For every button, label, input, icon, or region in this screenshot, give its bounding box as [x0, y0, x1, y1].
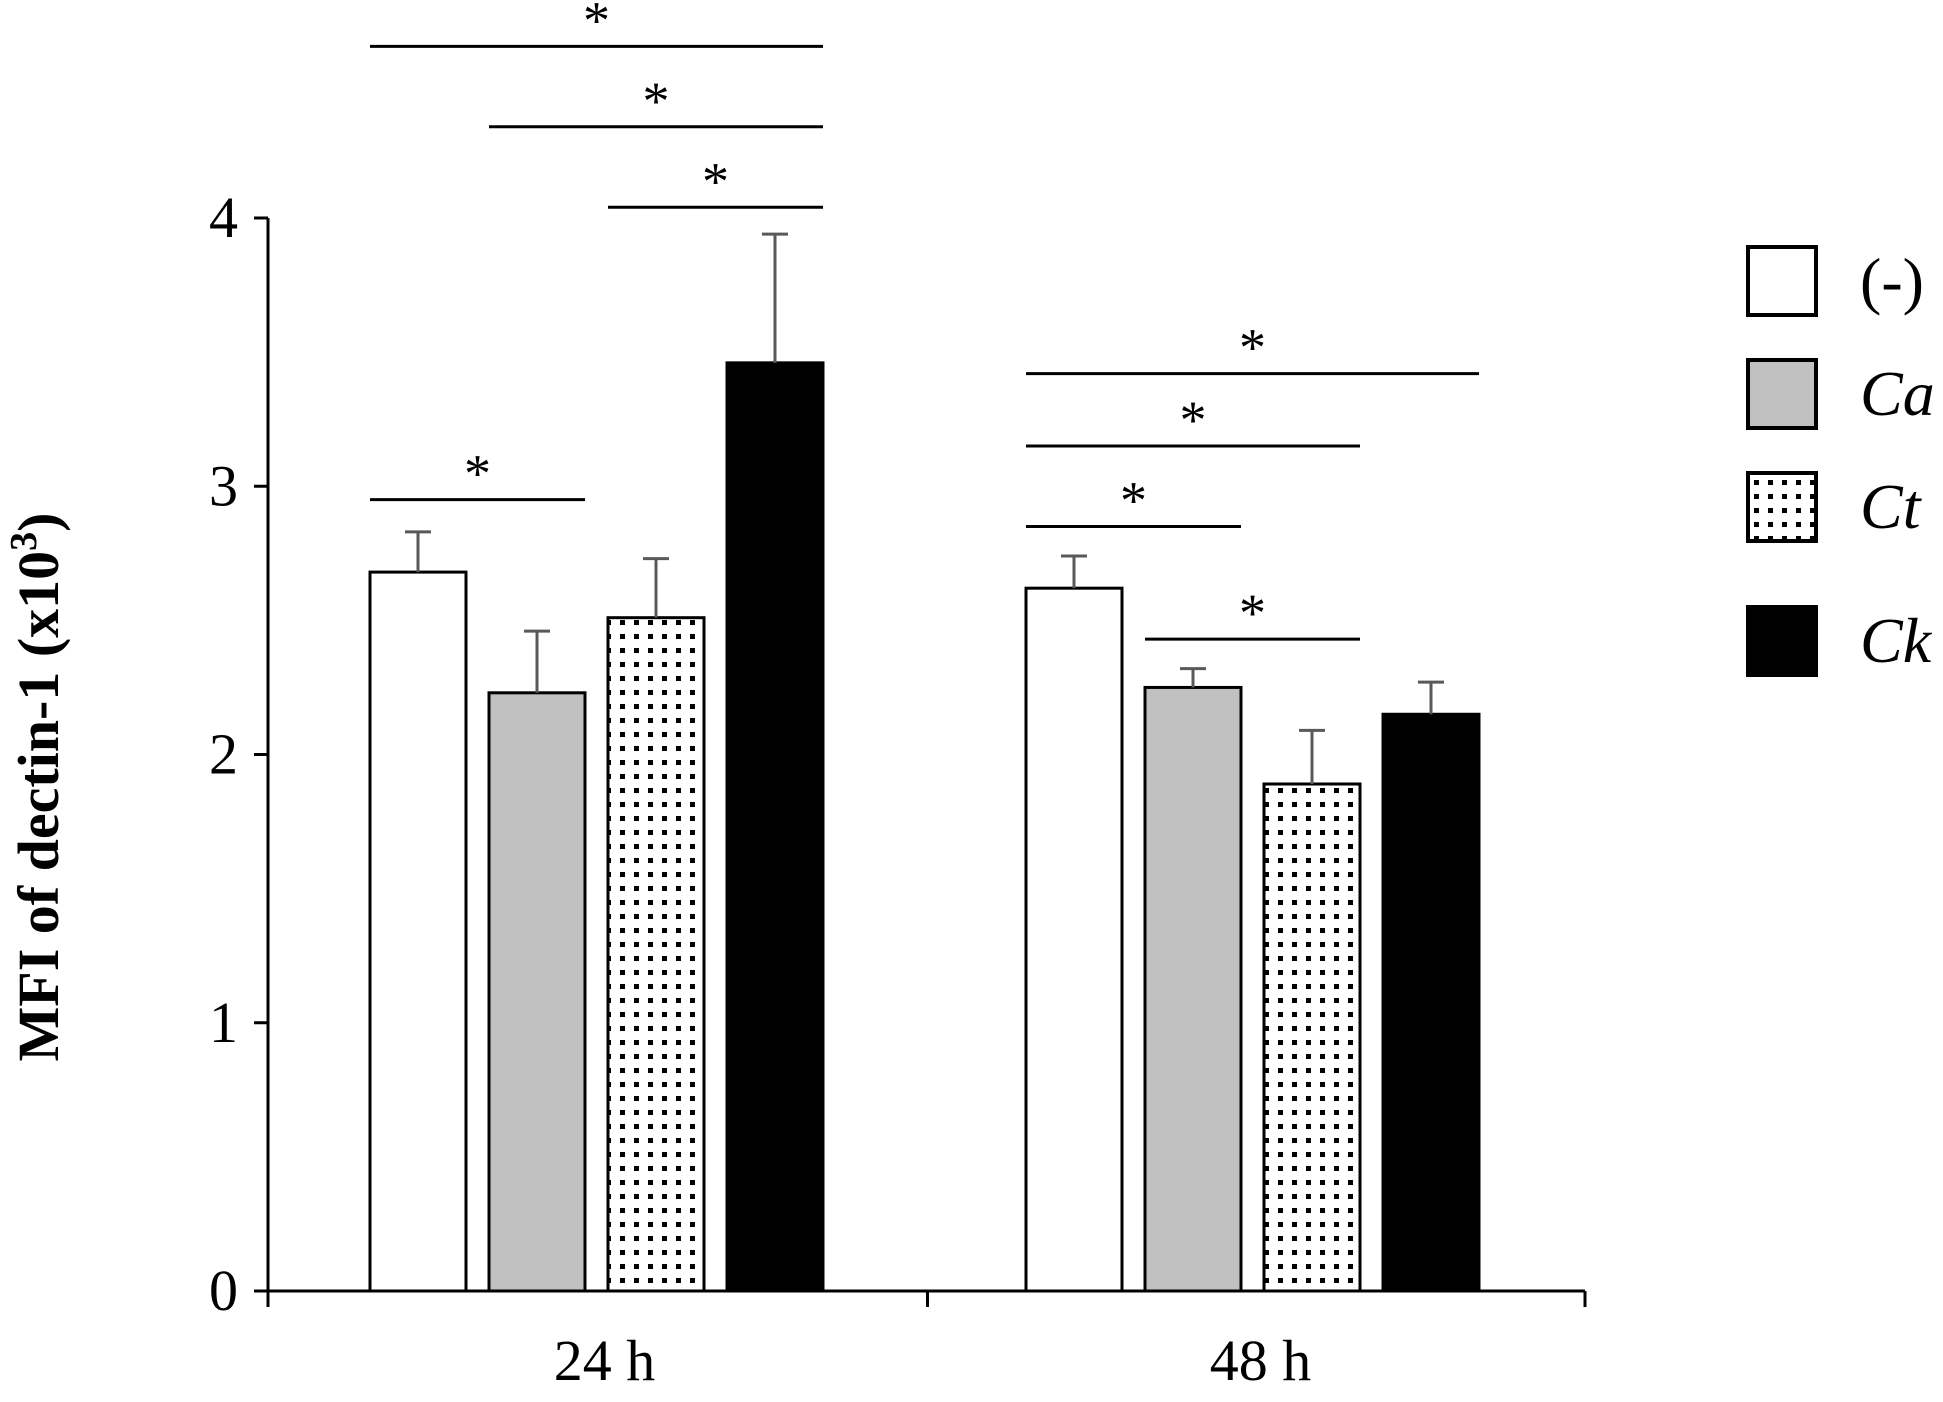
bar — [1024, 586, 1124, 1293]
svg-text:MFI of dectin-1 (x103): MFI of dectin-1 (x103) — [3, 513, 71, 1062]
x-category-label: 48 h — [1210, 1328, 1312, 1393]
legend-swatch — [1746, 358, 1818, 430]
y-tick-label: 4 — [209, 185, 238, 250]
x-category-label: 24 h — [554, 1328, 656, 1393]
legend-label: (-) — [1860, 245, 1924, 316]
y-axis-label-close: ) — [6, 513, 71, 532]
bar — [1381, 712, 1481, 1293]
legend-swatch — [1746, 471, 1818, 543]
legend-label: Ct — [1860, 471, 1923, 542]
bar — [368, 570, 468, 1293]
legend: (-) Ca Ct Ck — [1746, 245, 1935, 677]
bars — [368, 361, 1481, 1293]
significance-asterisk: * — [464, 444, 491, 504]
y-tick-label: 3 — [209, 453, 238, 518]
significance-markers: * * * * * * * * — [370, 0, 1479, 643]
significance-asterisk: * — [1120, 470, 1147, 530]
significance-asterisk: * — [583, 0, 610, 50]
bar — [606, 616, 706, 1293]
bar — [1262, 782, 1362, 1293]
error-bars — [405, 232, 1444, 785]
significance-asterisk: * — [643, 71, 670, 131]
significance-asterisk: * — [1239, 583, 1266, 643]
significance-asterisk: * — [702, 151, 729, 211]
axes: 0 1 2 3 4 24 h 48 h — [209, 185, 1587, 1393]
significance-asterisk: * — [1239, 318, 1266, 378]
y-tick-label: 2 — [209, 722, 238, 787]
y-axis-label: MFI of dectin-1 (x103) — [3, 513, 71, 1062]
y-tick-label: 0 — [209, 1258, 238, 1323]
y-axis-label-superscript: 3 — [3, 532, 45, 551]
bar — [487, 691, 587, 1293]
legend-swatch — [1746, 245, 1818, 317]
legend-swatch — [1746, 605, 1818, 677]
bar — [1143, 685, 1243, 1293]
legend-label: Ck — [1860, 605, 1933, 676]
legend-label: Ca — [1860, 358, 1935, 429]
y-tick-label: 1 — [209, 990, 238, 1055]
significance-asterisk: * — [1180, 390, 1207, 450]
y-axis-label-text: MFI of dectin-1 (x10 — [6, 551, 71, 1062]
bar — [725, 361, 825, 1293]
